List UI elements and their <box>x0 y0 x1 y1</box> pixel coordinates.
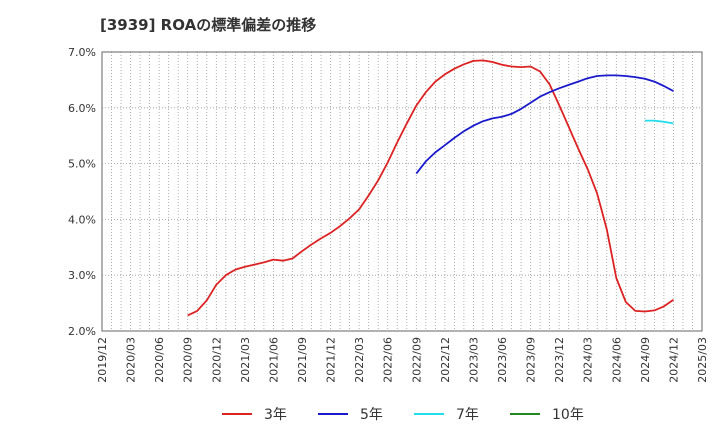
y-tick-label: 6.0% <box>68 102 96 115</box>
x-axis-ticks: 2019/12 2020/03 2020/06 2020/09 2020/12 2021/… <box>96 337 709 383</box>
x-tick-label: 2019/12 <box>96 337 109 383</box>
x-tick-label: 2021/12 <box>325 337 338 383</box>
legend-label: 10年 <box>552 407 584 423</box>
x-tick-label: 2023/12 <box>553 337 566 383</box>
x-tick-label: 2021/06 <box>267 337 280 383</box>
x-tick-label: 2020/09 <box>182 337 195 383</box>
x-tick-label: 2021/03 <box>239 337 252 383</box>
x-tick-label: 2020/06 <box>153 337 166 383</box>
grid-layer <box>102 52 702 331</box>
legend-label: 5年 <box>360 407 383 423</box>
x-tick-label: 2022/12 <box>439 337 452 383</box>
y-tick-label: 3.0% <box>68 269 96 282</box>
series-line-7年 <box>644 119 674 125</box>
series-line-3年 <box>187 59 674 317</box>
x-tick-label: 2023/09 <box>525 337 538 383</box>
plot-frame <box>101 51 703 332</box>
y-tick-label: 5.0% <box>68 158 96 171</box>
x-tick-label: 2023/03 <box>467 337 480 383</box>
x-tick-label: 2025/03 <box>696 337 709 383</box>
x-tick-label: 2022/06 <box>382 337 395 383</box>
x-tick-label: 2024/12 <box>667 337 680 383</box>
x-tick-label: 2022/09 <box>410 337 423 383</box>
chart-title: [3939] ROAの標準偏差の推移 <box>100 16 317 34</box>
y-tick-label: 2.0% <box>68 325 96 338</box>
y-axis-ticks: 2.0% 3.0% 4.0% 5.0% 6.0% 7.0% <box>68 46 96 338</box>
x-tick-label: 2024/09 <box>639 337 652 383</box>
y-tick-label: 7.0% <box>68 46 96 59</box>
x-tick-label: 2021/09 <box>296 337 309 383</box>
x-tick-label: 2024/06 <box>610 337 623 383</box>
x-tick-label: 2020/12 <box>210 337 223 383</box>
y-tick-label: 4.0% <box>68 213 96 226</box>
legend-label: 7年 <box>456 407 479 423</box>
legend: 3年 5年 7年 10年 <box>222 407 584 423</box>
legend-label: 3年 <box>264 407 287 423</box>
x-tick-label: 2023/06 <box>496 337 509 383</box>
x-tick-label: 2024/03 <box>582 337 595 383</box>
x-tick-label: 2022/03 <box>353 337 366 383</box>
series-line-5年 <box>415 74 674 175</box>
x-tick-label: 2020/03 <box>125 337 138 383</box>
series-layer <box>187 59 674 317</box>
